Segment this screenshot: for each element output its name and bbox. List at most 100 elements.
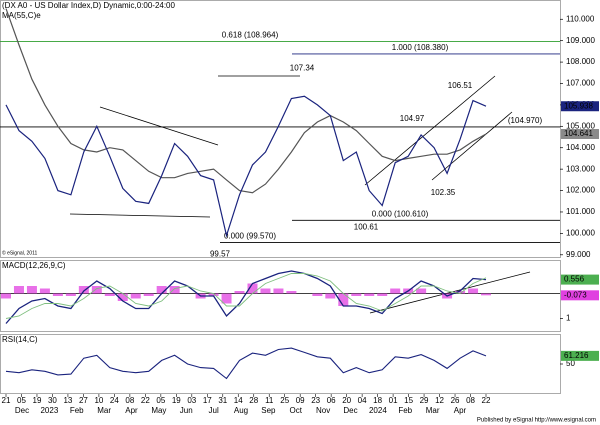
histogram-bar xyxy=(39,288,50,294)
chart-title: (DX A0 - US Dollar Index,D) Dynamic,0:00… xyxy=(2,1,176,10)
x-tick-label: 19 xyxy=(172,396,181,405)
y-tick-label: 100.000 xyxy=(566,228,595,237)
ma-legend: MA(55,C)e xyxy=(2,11,41,20)
x-tick-label: 08 xyxy=(466,396,475,405)
last-value-label: 105.938 xyxy=(564,101,593,110)
x-tick-label: 31 xyxy=(218,396,227,405)
y-tick-label: 105.000 xyxy=(566,121,595,130)
x-tick-label: 19 xyxy=(33,396,42,405)
y-tick-label: 102.000 xyxy=(566,186,595,195)
level-label: 1.000 (108.380) xyxy=(392,43,449,52)
x-tick-label: 20 xyxy=(342,396,351,405)
histogram-bar xyxy=(468,288,479,294)
histogram-bar xyxy=(377,293,388,296)
histogram-bar xyxy=(455,291,466,294)
histogram-bar xyxy=(169,286,180,294)
histogram-bar xyxy=(1,293,11,299)
rsi-title: RSI(14,C) xyxy=(2,335,38,344)
x-month-label: Dec xyxy=(343,406,357,415)
histogram-bar xyxy=(130,293,141,299)
x-month-label: 2024 xyxy=(369,406,387,415)
y-tick-label: 109.000 xyxy=(566,36,595,45)
x-month-label: Mar xyxy=(97,406,111,415)
series-line xyxy=(5,95,487,238)
x-month-label: Jun xyxy=(180,406,193,415)
histogram-bar xyxy=(325,293,336,299)
x-tick-label: 08 xyxy=(125,396,134,405)
last-value-label: 61.216 xyxy=(564,351,589,360)
histogram-bar xyxy=(260,288,271,294)
series-line xyxy=(5,273,487,319)
y-tick-label: 110.000 xyxy=(566,14,595,23)
y-tick-label: 103.000 xyxy=(566,164,595,173)
last-value-label: -0.073 xyxy=(564,290,587,299)
x-tick-label: 15 xyxy=(404,396,413,405)
histogram-bar xyxy=(286,291,297,294)
histogram-bar xyxy=(26,286,37,294)
histogram-bar xyxy=(273,288,284,294)
histogram-bar xyxy=(481,293,491,296)
x-month-label: Feb xyxy=(398,406,412,415)
y-tick-label: 107.000 xyxy=(566,79,595,88)
histogram-bar xyxy=(338,293,349,306)
x-month-label: May xyxy=(151,406,166,415)
x-tick-label: 05 xyxy=(156,396,165,405)
histogram-bar xyxy=(78,286,89,294)
x-tick-label: 29 xyxy=(420,396,429,405)
histogram-bar xyxy=(390,288,401,294)
x-tick-label: 01 xyxy=(389,396,398,405)
x-tick-label: 21 xyxy=(2,396,11,405)
x-tick-label: 13 xyxy=(63,396,72,405)
x-tick-label: 05 xyxy=(17,396,26,405)
histogram-bar xyxy=(156,286,167,294)
x-tick-label: 27 xyxy=(79,396,88,405)
histogram-bar xyxy=(247,283,258,294)
x-month-label: Apr xyxy=(454,406,467,415)
x-tick-label: 25 xyxy=(280,396,289,405)
histogram-bar xyxy=(52,293,63,296)
histogram-bar xyxy=(364,293,375,296)
level-label: 0.000 (100.610) xyxy=(372,209,429,218)
histogram-bar xyxy=(104,293,115,296)
histogram-bar xyxy=(13,286,24,294)
x-tick-label: 04 xyxy=(358,396,367,405)
x-month-label: Aug xyxy=(234,406,248,415)
x-tick-label: 22 xyxy=(482,396,491,405)
x-tick-label: 30 xyxy=(48,396,57,405)
series-line xyxy=(5,270,487,324)
x-tick-label: 24 xyxy=(110,396,119,405)
y-tick-label: 50 xyxy=(566,359,575,368)
level-label: (104.970) xyxy=(508,116,543,125)
histogram-bar xyxy=(143,293,154,296)
peak-label: 106.51 xyxy=(448,81,473,90)
macd-title: MACD(12,26,9,C) xyxy=(2,261,66,270)
series-line xyxy=(5,8,487,194)
x-tick-label: 10 xyxy=(94,396,103,405)
x-tick-label: 03 xyxy=(187,396,196,405)
x-tick-label: 17 xyxy=(203,396,212,405)
x-tick-label: 18 xyxy=(373,396,382,405)
y-tick-label: 101.000 xyxy=(566,207,595,216)
x-tick-label: 09 xyxy=(296,396,305,405)
peak-label: 104.97 xyxy=(400,114,425,123)
histogram-bar xyxy=(234,291,245,294)
x-month-label: 2023 xyxy=(40,406,58,415)
y-tick-label: 104.000 xyxy=(566,143,595,152)
x-tick-label: 12 xyxy=(435,396,444,405)
histogram-bar xyxy=(221,293,232,304)
y-tick-label: 108.000 xyxy=(566,57,595,66)
copyright: © eSignal, 2011 xyxy=(2,249,38,256)
x-tick-label: 23 xyxy=(311,396,320,405)
last-value-box xyxy=(561,129,599,140)
histogram-bar xyxy=(312,293,323,296)
peak-label: 99.57 xyxy=(210,250,231,259)
x-tick-label: 11 xyxy=(265,396,274,405)
last-value-label: 104.641 xyxy=(564,129,593,138)
x-tick-label: 26 xyxy=(451,396,460,405)
last-value-box xyxy=(561,274,599,285)
histogram-bar xyxy=(117,293,128,301)
y-tick-label: 99.000 xyxy=(566,250,591,259)
x-tick-label: 14 xyxy=(234,396,243,405)
